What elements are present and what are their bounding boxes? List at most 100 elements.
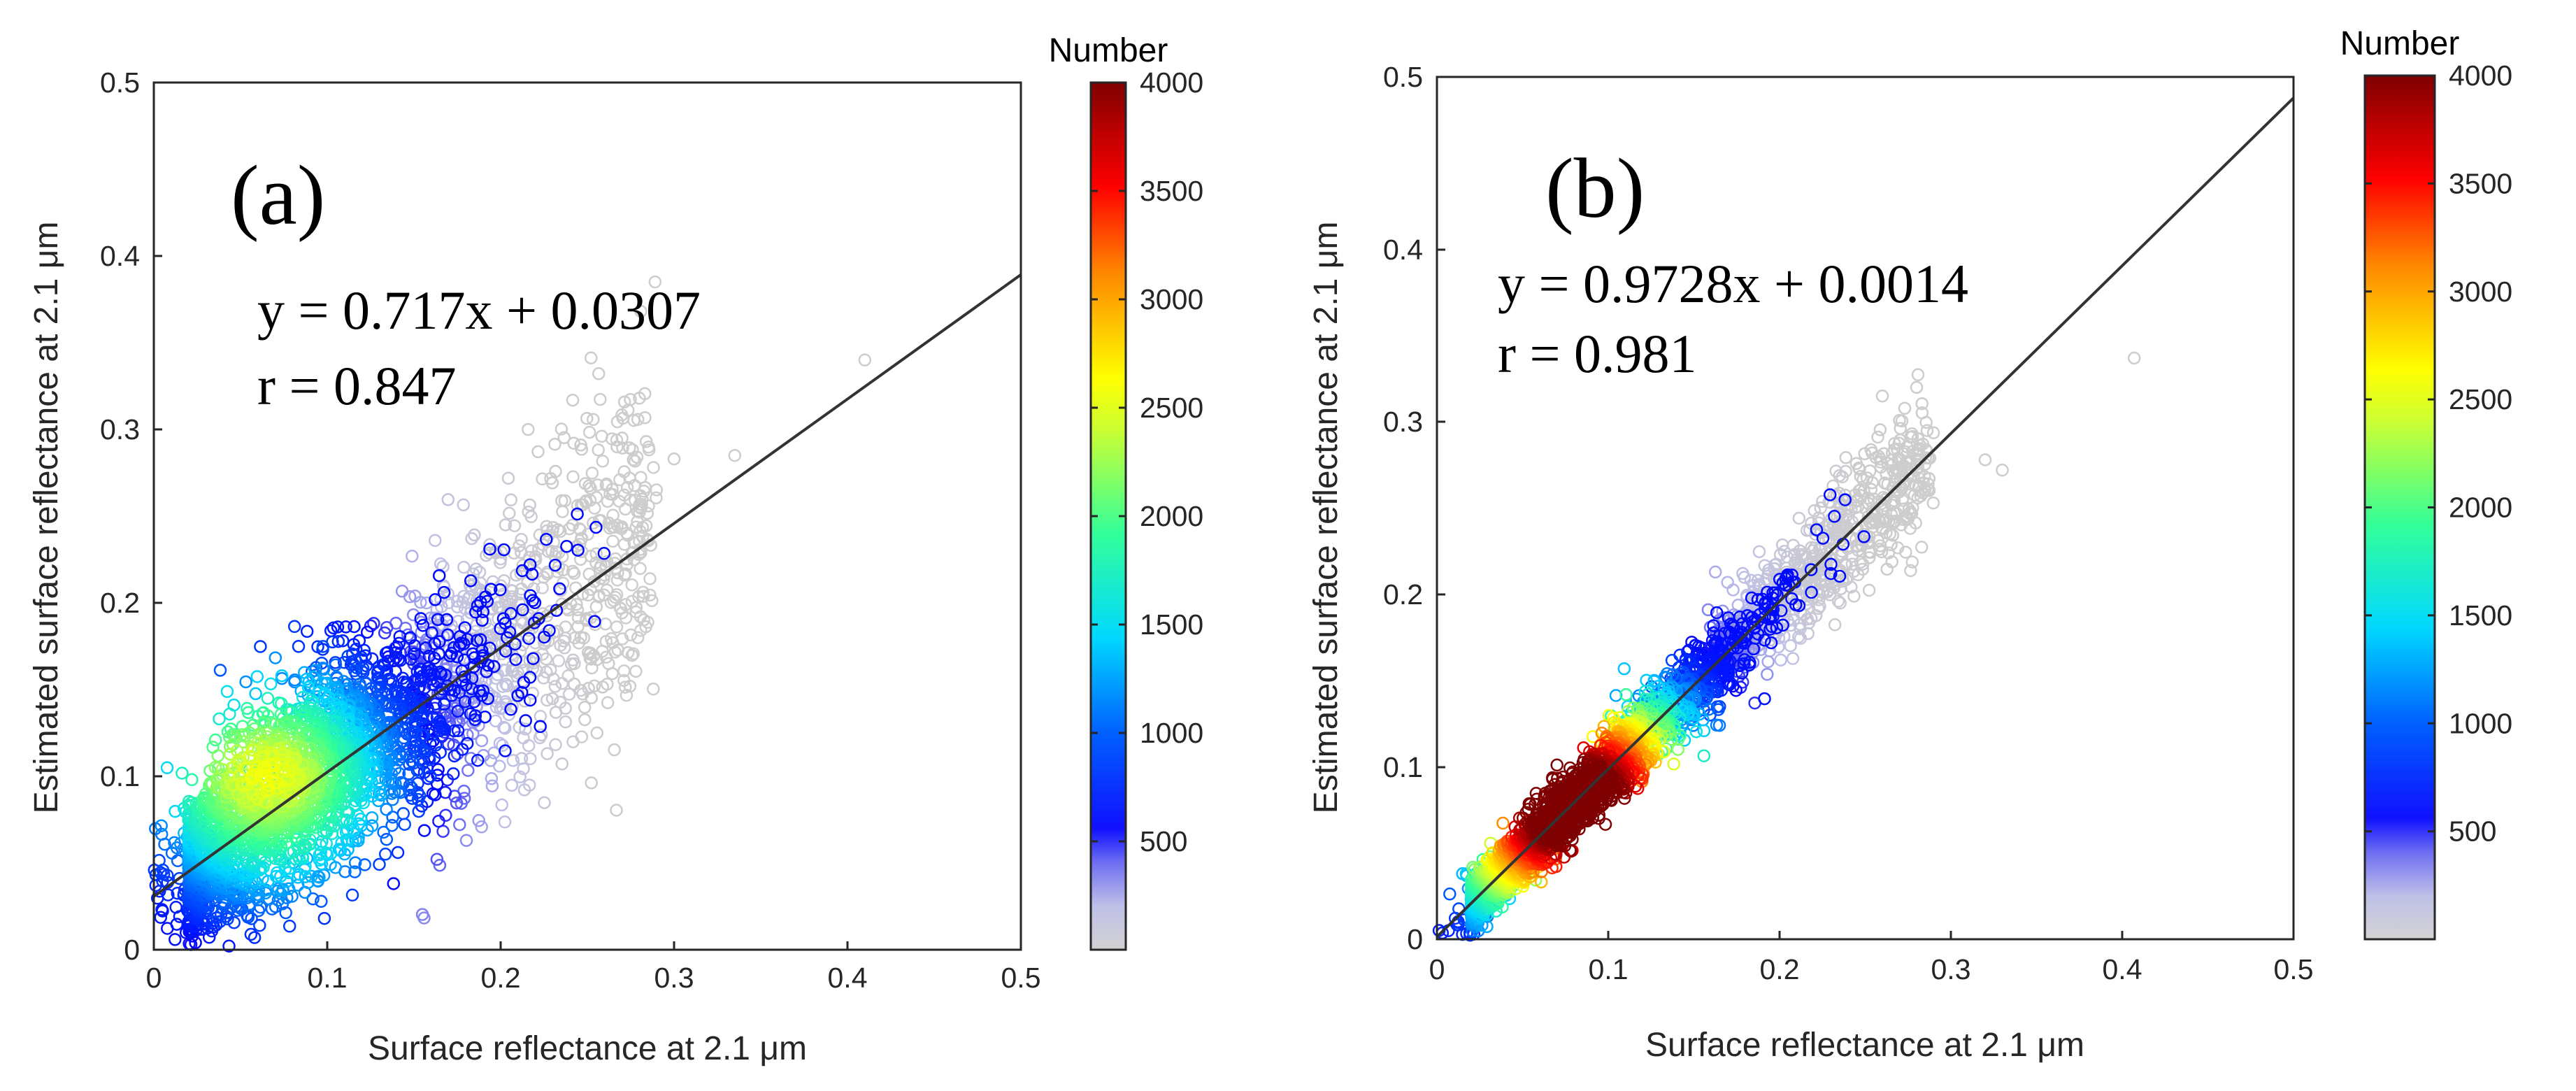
chart-a-point: [594, 571, 608, 585]
chart-a-point: [475, 689, 489, 702]
chart-a-point: [358, 858, 371, 871]
chart-a-point: [556, 505, 569, 518]
chart-a-point: [549, 738, 562, 752]
chart-a-point: [554, 422, 568, 436]
chart-a-xtick-label-1: 0.1: [308, 962, 348, 994]
chart-a-point: [211, 749, 225, 762]
chart-b-point: [1800, 524, 1814, 537]
chart-a-point: [436, 722, 449, 735]
chart-a-point: [391, 846, 405, 860]
chart-a-point: [305, 869, 318, 883]
chart-a-point: [578, 477, 592, 490]
chart-b-point: [1708, 565, 1722, 579]
chart-b-point: [1665, 654, 1679, 667]
chart-a-point: [464, 752, 478, 765]
chart-a-point: [553, 582, 566, 596]
chart-b-point: [1689, 639, 1703, 653]
chart-a-point: [634, 525, 647, 538]
chart-a-point: [429, 593, 442, 606]
chart-a-point: [208, 761, 222, 774]
chart-a-point: [300, 625, 314, 639]
chart-a-colorbar-tick-label: 3500: [1140, 175, 1203, 207]
chart-a-colorbar-tick-label: 4000: [1140, 66, 1203, 99]
chart-a-point: [522, 505, 535, 519]
chart-a-point: [485, 772, 499, 785]
chart-a-point: [627, 453, 640, 466]
chart-a-point: [526, 594, 540, 607]
chart-a-point: [394, 776, 408, 790]
chart-b-points: [1432, 97, 2295, 942]
chart-a-point: [571, 507, 584, 521]
chart-b-point: [1858, 447, 1871, 461]
chart-a-point: [620, 480, 634, 494]
chart-a-point: [448, 749, 461, 763]
chart-a-point: [480, 548, 493, 562]
chart-a-point: [311, 780, 325, 793]
chart-b-point: [1671, 732, 1685, 746]
chart-a-point: [480, 665, 493, 678]
chart-a-colorbar-tick-label: 1000: [1140, 717, 1203, 749]
chart-a-point: [296, 690, 310, 704]
chart-a-point: [440, 613, 454, 627]
chart-a-point: [248, 931, 262, 944]
chart-a-point: [475, 820, 488, 834]
chart-a-point: [213, 712, 226, 726]
chart-a-point: [549, 706, 563, 719]
chart-a-point: [625, 594, 639, 608]
chart-a-point: [392, 653, 406, 666]
chart-a-point: [213, 664, 227, 677]
chart-a-point: [464, 574, 478, 587]
chart-a-point: [439, 808, 452, 822]
chart-a-point: [432, 569, 446, 583]
chart-a-point: [540, 532, 553, 546]
chart-a-point: [631, 631, 645, 645]
chart-a-point: [513, 770, 527, 784]
chart-a-point: [589, 600, 603, 613]
chart-a-point: [170, 918, 184, 931]
chart-a-point: [595, 429, 608, 443]
chart-a-point: [415, 674, 428, 687]
chart-a-point: [580, 411, 594, 425]
chart-a-point: [414, 615, 428, 629]
chart-a-point: [430, 853, 444, 867]
chart-a-point: [466, 727, 480, 741]
chart-a-point: [511, 689, 524, 702]
chart-a-point: [348, 654, 362, 667]
chart-a-point: [523, 498, 536, 512]
chart-a-point: [450, 594, 464, 608]
chart-a-point: [667, 452, 681, 466]
chart-a-point: [545, 692, 559, 706]
chart-b-point: [1847, 590, 1861, 603]
chart-a-point: [227, 778, 241, 792]
chart-a-point: [642, 499, 655, 513]
chart-b-point: [1804, 563, 1818, 576]
chart-a-point: [536, 472, 549, 486]
chart-b-point: [1893, 413, 1906, 427]
chart-a-point: [588, 615, 601, 628]
chart-b-point: [1619, 687, 1633, 701]
chart-b-point: [1764, 603, 1778, 616]
chart-a-point: [246, 787, 260, 801]
chart-b-point: [1752, 545, 1766, 559]
chart-a-point: [223, 730, 236, 744]
chart-a-colorbar-title: Number: [1049, 32, 1168, 69]
chart-a-point: [168, 836, 181, 850]
chart-a-point: [461, 764, 475, 777]
chart-a-point: [489, 714, 503, 728]
chart-a-colorbar-tick-label: 500: [1140, 825, 1187, 857]
chart-a-point: [315, 894, 328, 908]
chart-b-point: [1774, 653, 1787, 666]
chart-a-point: [636, 590, 650, 604]
chart-a-point: [378, 626, 392, 640]
chart-b-point: [1828, 618, 1842, 632]
chart-a-point: [541, 747, 554, 760]
chart-a-point: [634, 562, 647, 576]
chart-a-ytick-label-4: 0.4: [100, 240, 140, 272]
chart-b-point: [1823, 488, 1837, 501]
chart-b-point: [1789, 598, 1803, 611]
chart-a-point: [269, 900, 282, 913]
chart-a-point: [574, 630, 587, 644]
chart-b-point: [1910, 380, 1924, 394]
